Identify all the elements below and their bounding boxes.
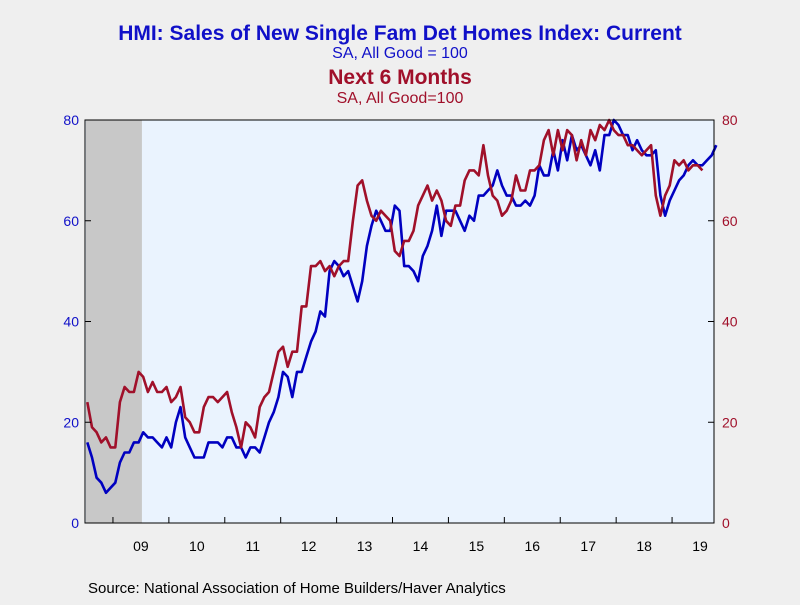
y-left-tick-label: 20 xyxy=(63,414,79,430)
x-tick-label: 14 xyxy=(413,538,429,554)
recession-shading xyxy=(86,120,142,523)
y-right-tick-label: 80 xyxy=(722,112,738,128)
series-line-next6 xyxy=(86,118,704,449)
x-tick-label: 13 xyxy=(357,538,373,554)
y-left-tick-label: 0 xyxy=(71,515,79,531)
x-tick-label: 19 xyxy=(692,538,708,554)
x-tick-label: 18 xyxy=(636,538,652,554)
y-right-tick-label: 40 xyxy=(722,314,738,330)
plot-area xyxy=(85,120,714,523)
y-right-tick-label: 0 xyxy=(722,515,730,531)
y-left-tick-label: 40 xyxy=(63,314,79,330)
y-left-tick-label: 60 xyxy=(63,213,79,229)
x-tick-label: 16 xyxy=(524,538,540,554)
x-tick-label: 11 xyxy=(245,538,260,554)
y-right-tick-label: 60 xyxy=(722,213,738,229)
source-note: Source: National Association of Home Bui… xyxy=(88,580,506,597)
x-tick-label: 17 xyxy=(580,538,596,554)
chart-title: HMI: Sales of New Single Fam Det Homes I… xyxy=(118,22,682,45)
x-tick-label: 15 xyxy=(469,538,485,554)
chart-subtitle: SA, All Good = 100 xyxy=(332,45,468,62)
axes-layer: 0 20 40 60 80 0 20 40 60 80 09 10 11 12 13 14 15 16 17 18 19 xyxy=(63,112,737,554)
x-tick-label: 10 xyxy=(189,538,205,554)
chart-title-2: Next 6 Months xyxy=(328,66,472,89)
series-layer xyxy=(86,118,718,495)
x-tick-label: 12 xyxy=(301,538,317,554)
x-tick-label: 09 xyxy=(133,538,149,554)
y-right-tick-label: 20 xyxy=(722,414,738,430)
chart-subtitle-2: SA, All Good=100 xyxy=(337,90,464,107)
y-left-tick-label: 80 xyxy=(63,112,79,128)
